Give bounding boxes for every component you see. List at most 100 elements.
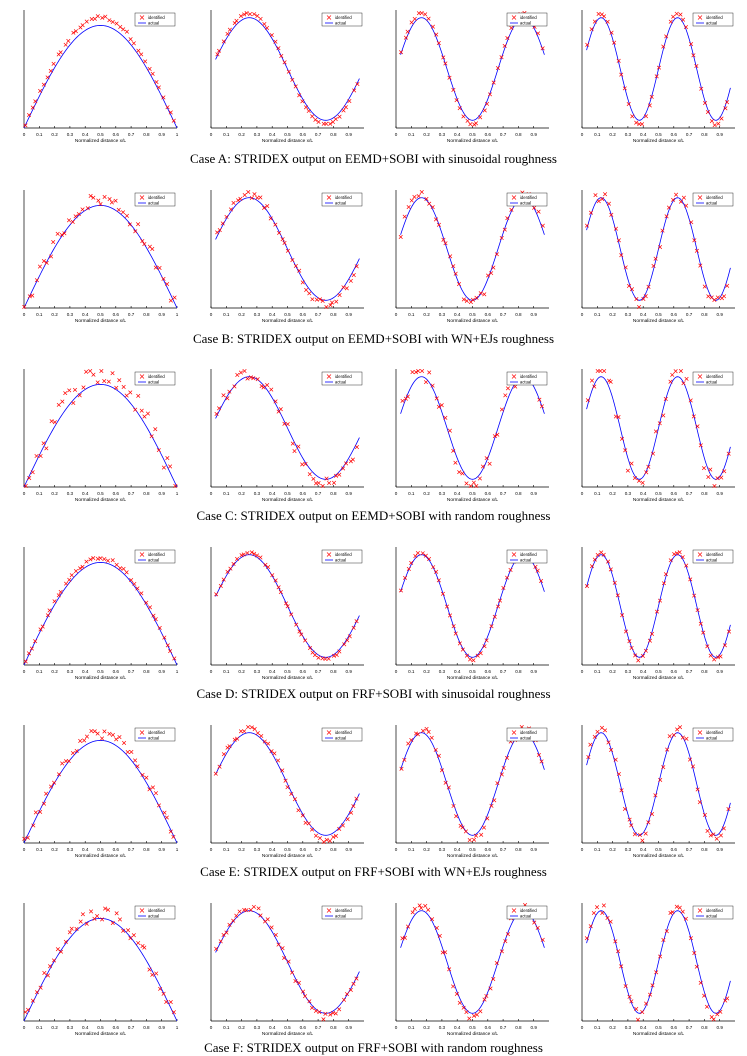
- identified-point: [118, 566, 123, 571]
- identified-point: [406, 566, 411, 572]
- identified-point: [661, 581, 666, 586]
- identified-point: [503, 393, 508, 398]
- legend-identified-marker: [326, 15, 332, 20]
- identified-point: [238, 729, 244, 734]
- identified-point: [475, 653, 480, 658]
- identified-point: [95, 731, 100, 736]
- identified-point: [639, 122, 645, 127]
- identified-point: [110, 732, 115, 738]
- identified-point: [489, 624, 494, 629]
- x-tick-label: 0.3: [439, 669, 446, 674]
- identified-point: [681, 17, 686, 22]
- identified-point: [499, 235, 504, 241]
- identified-point: [719, 116, 724, 121]
- identified-point: [45, 75, 50, 80]
- x-tick-label: 0.7: [500, 1025, 507, 1030]
- identified-point: [100, 917, 105, 922]
- x-tick-label: 0.1: [408, 491, 415, 496]
- identified-point: [439, 768, 445, 773]
- identified-point: [245, 550, 250, 556]
- identified-point: [84, 19, 89, 24]
- actual-curve: [400, 910, 545, 1014]
- x-axis-label: Normalized distance x/L: [633, 138, 685, 144]
- identified-point: [674, 904, 679, 909]
- legend-actual-label: actual: [148, 558, 159, 563]
- x-tick-label: 0.7: [315, 312, 322, 317]
- identified-point: [695, 787, 700, 792]
- x-tick-label: 0.1: [594, 491, 601, 496]
- identified-point: [436, 222, 441, 227]
- identified-point: [23, 659, 28, 664]
- identified-point: [460, 647, 465, 652]
- identified-point: [712, 297, 717, 302]
- subplot-b-mode2: 0 0.1 0.2 0.3 0.4 0.5 0.6 0.7 0.8 0.9 Normalized d…: [210, 189, 364, 324]
- identified-point: [285, 604, 290, 609]
- identified-point: [312, 653, 318, 658]
- identified-point: [535, 568, 540, 573]
- identified-point: [589, 564, 594, 569]
- identified-point: [692, 951, 697, 956]
- identified-point: [585, 42, 590, 47]
- identified-point: [221, 577, 226, 582]
- identified-point: [609, 30, 614, 35]
- identified-point: [161, 991, 166, 996]
- identified-point: [482, 997, 487, 1002]
- x-tick-label: 0.4: [640, 847, 647, 852]
- x-axis-label: Normalized distance x/L: [633, 497, 685, 503]
- identified-point: [482, 108, 487, 113]
- identified-point: [473, 121, 479, 126]
- identified-point: [48, 68, 53, 74]
- identified-point: [725, 100, 730, 105]
- identified-point: [726, 629, 732, 634]
- identified-point: [608, 379, 613, 384]
- actual-curve: [400, 17, 545, 121]
- identified-point: [147, 605, 153, 610]
- identified-point: [140, 239, 145, 244]
- identified-point: [100, 15, 105, 20]
- identified-point: [697, 800, 702, 805]
- x-tick-label: 0.3: [625, 669, 632, 674]
- identified-point: [355, 82, 360, 87]
- identified-point: [592, 557, 597, 562]
- identified-point: [153, 791, 158, 796]
- identified-point: [706, 474, 711, 480]
- x-tick-label: 0.5: [469, 1025, 476, 1030]
- x-tick-label: 0.1: [223, 132, 230, 137]
- identified-point: [273, 578, 278, 583]
- subplot-a-mode2: 0 0.1 0.2 0.3 0.4 0.5 0.6 0.7 0.8 0.9 Normalized d…: [210, 10, 364, 144]
- identified-point: [95, 14, 100, 19]
- legend-identified-label: identified: [520, 374, 537, 379]
- identified-point: [341, 285, 346, 290]
- x-tick-label: 0.4: [454, 132, 461, 137]
- identified-point: [410, 370, 415, 375]
- x-tick-label: 0.2: [609, 491, 616, 496]
- identified-point: [398, 234, 403, 239]
- identified-point: [69, 926, 74, 931]
- identified-point: [231, 200, 236, 205]
- x-axis-label: Normalized distance x/L: [75, 318, 127, 324]
- identified-point: [99, 368, 104, 374]
- identified-point: [285, 248, 290, 253]
- identified-point: [220, 221, 225, 226]
- identified-point: [616, 949, 621, 954]
- identified-point: [333, 117, 338, 122]
- identified-point: [95, 380, 100, 385]
- identified-point: [596, 199, 601, 204]
- identified-point: [489, 803, 494, 808]
- identified-point: [122, 740, 127, 745]
- identified-point: [328, 303, 333, 308]
- identified-point: [467, 1016, 472, 1021]
- identified-point: [537, 397, 542, 402]
- identified-point: [592, 384, 597, 389]
- x-tick-label: 0.2: [238, 847, 245, 852]
- identified-point: [235, 372, 240, 377]
- identified-point: [447, 967, 452, 972]
- identified-point: [613, 226, 619, 231]
- identified-point: [121, 384, 126, 390]
- identified-point: [681, 381, 686, 386]
- x-tick-label: 0.1: [594, 132, 601, 137]
- identified-point: [255, 13, 260, 18]
- legend-identified-marker: [511, 374, 517, 379]
- identified-point: [168, 110, 173, 115]
- identified-point: [147, 66, 152, 72]
